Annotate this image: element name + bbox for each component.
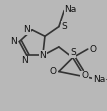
Text: Na: Na: [65, 5, 77, 14]
Text: O: O: [90, 45, 97, 54]
Text: N: N: [39, 51, 46, 60]
Text: N: N: [21, 56, 28, 65]
Text: S: S: [61, 22, 67, 31]
Text: N: N: [10, 37, 17, 46]
Text: Na+: Na+: [93, 75, 107, 84]
Text: O: O: [81, 71, 88, 80]
Text: O: O: [50, 67, 57, 76]
Text: S: S: [70, 48, 76, 57]
Text: N: N: [23, 25, 30, 34]
